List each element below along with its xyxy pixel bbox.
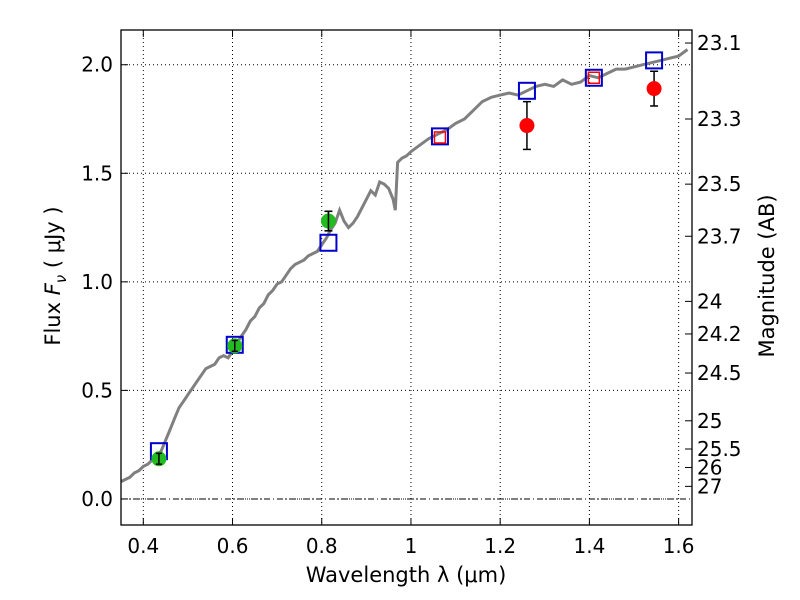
model-spectrum-line xyxy=(120,48,689,483)
right-tick-label: 26 xyxy=(697,455,722,479)
plot-frame xyxy=(120,29,693,526)
x-tick-label: 0.4 xyxy=(127,534,159,558)
model-photometry-marker xyxy=(319,233,338,252)
right-tick-label: 27 xyxy=(697,474,722,498)
y-tick-label: 1.0 xyxy=(81,270,113,294)
data-markers xyxy=(149,51,664,467)
model-photometry-marker xyxy=(517,81,536,100)
right-tick-label: 24.5 xyxy=(697,361,742,385)
model-photometry-marker xyxy=(430,127,449,146)
y-tick-label: 1.5 xyxy=(81,161,113,185)
y-axis-label-symbol: F xyxy=(41,282,65,295)
y-tick-label: 0.5 xyxy=(81,378,113,402)
near-ir-detection-point xyxy=(646,81,662,97)
near-ir-flux-marker xyxy=(587,71,601,85)
y-axis-label-subscript: ν xyxy=(52,275,70,283)
right-tick-label: 24.2 xyxy=(697,322,742,346)
y-tick-label: 0.0 xyxy=(81,487,113,511)
y-axis-label-prefix: Flux xyxy=(41,295,65,345)
model-photometry-marker xyxy=(645,51,664,70)
right-tick-label: 25.5 xyxy=(697,437,742,461)
x-tick-label: 1 xyxy=(405,534,418,558)
x-tick-label: 0.6 xyxy=(217,534,249,558)
y-axis-label: Flux Fν ( μJy ) xyxy=(41,206,70,345)
x-axis-label: Wavelength λ (μm) xyxy=(306,563,507,587)
grid-lines xyxy=(121,30,692,525)
y-tick-label: 2.0 xyxy=(81,53,113,77)
model-photometry-marker xyxy=(584,68,603,87)
right-tick-label: 24 xyxy=(697,289,722,313)
x-tick-label: 1.4 xyxy=(573,534,605,558)
y-axis-label-suffix: ( μJy ) xyxy=(41,206,65,274)
axis-ticks: 0.4 0.6 0.8 1 1.2 1.4 1.6 0.0 0.5 1.0 1.5 2.0 23.1 23… xyxy=(81,30,742,558)
x-tick-label: 1.2 xyxy=(484,534,516,558)
near-ir-detection-point xyxy=(519,118,535,134)
right-tick-label: 23.3 xyxy=(697,107,742,131)
right-axis-label: Magnitude (AB) xyxy=(755,194,779,357)
right-tick-label: 25 xyxy=(697,409,722,433)
x-tick-label: 0.8 xyxy=(306,534,338,558)
near-ir-flux-marker xyxy=(433,131,447,144)
right-tick-label: 23.1 xyxy=(697,31,742,55)
x-tick-label: 1.6 xyxy=(663,534,695,558)
right-tick-label: 23.5 xyxy=(697,172,742,196)
right-tick-label: 23.7 xyxy=(697,224,742,248)
